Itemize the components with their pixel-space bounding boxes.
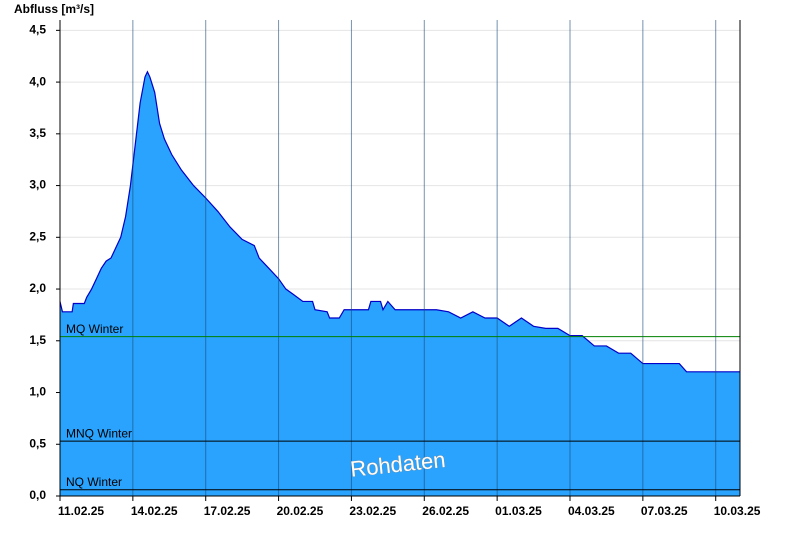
x-tick-label: 14.02.25 xyxy=(131,504,178,518)
x-tick-label: 17.02.25 xyxy=(204,504,251,518)
y-axis-title: Abfluss [m³/s] xyxy=(14,2,94,16)
watermark: Rohdaten xyxy=(349,447,447,482)
reference-label: NQ Winter xyxy=(66,475,122,489)
y-tick-label: 4,5 xyxy=(29,23,46,37)
reference-label: MNQ Winter xyxy=(66,426,132,440)
x-tick-label: 11.02.25 xyxy=(58,504,104,518)
y-tick-label: 3,0 xyxy=(29,178,46,192)
area-line xyxy=(59,70,740,373)
x-tick-label: 20.02.25 xyxy=(277,504,324,518)
y-tick-label: 0,5 xyxy=(29,436,46,450)
y-tick-label: 1,5 xyxy=(29,333,46,347)
y-tick-label: 4,0 xyxy=(29,74,46,88)
x-tick-label: 26.02.25 xyxy=(422,504,469,518)
y-tick-label: 2,0 xyxy=(29,281,46,295)
area xyxy=(60,71,740,496)
x-tick-label: 04.03.25 xyxy=(568,504,615,518)
x-tick-label: 01.03.25 xyxy=(495,504,542,518)
y-tick-label: 3,5 xyxy=(29,126,46,140)
y-tick-label: 2,5 xyxy=(29,229,46,243)
x-tick-label: 10.03.25 xyxy=(714,504,761,518)
x-tick-label: 23.02.25 xyxy=(349,504,396,518)
reference-label: MQ Winter xyxy=(66,322,123,336)
y-tick-label: 1,0 xyxy=(29,385,46,399)
x-tick-label: 07.03.25 xyxy=(641,504,688,518)
y-tick-label: 0,0 xyxy=(29,488,46,502)
